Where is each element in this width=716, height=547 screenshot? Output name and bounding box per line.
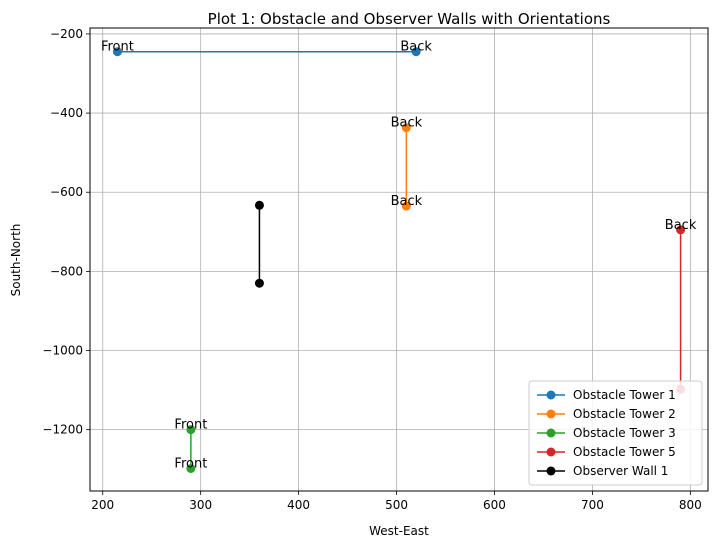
orientation-label: Front — [174, 456, 207, 471]
orientation-label: Back — [391, 194, 423, 209]
x-tick-label: 300 — [189, 498, 212, 512]
legend-label: Obstacle Tower 5 — [573, 445, 676, 459]
data-point — [112, 47, 122, 57]
orientation-label: Back — [665, 218, 697, 233]
data-point — [254, 278, 264, 288]
data-point — [411, 47, 421, 57]
y-tick-label: −600 — [50, 185, 83, 199]
y-tick-label: −400 — [50, 106, 83, 120]
series-group — [254, 200, 264, 288]
x-tick-label: 500 — [385, 498, 408, 512]
orientation-label: Front — [174, 418, 207, 433]
legend-box — [528, 380, 703, 486]
chart-title: Plot 1: Obstacle and Observer Walls with… — [208, 10, 611, 28]
data-point — [401, 123, 411, 133]
data-point — [676, 225, 686, 235]
legend-label: Obstacle Tower 3 — [573, 426, 676, 440]
x-axis-ticks: 200 300 400 500 600 700 800 — [91, 491, 702, 512]
y-tick-label: −1200 — [42, 423, 83, 437]
legend-label: Obstacle Tower 2 — [573, 407, 676, 421]
x-tick-label: 400 — [287, 498, 310, 512]
x-tick-label: 700 — [581, 498, 604, 512]
legend-swatch-marker — [546, 466, 556, 476]
legend-item: Obstacle Tower 1 — [537, 388, 676, 402]
legend-item: Obstacle Tower 3 — [537, 426, 676, 440]
data-point — [254, 200, 264, 210]
legend-swatch-marker — [546, 409, 556, 419]
legend-item: Observer Wall 1 — [537, 464, 668, 478]
orientation-label: Front — [101, 40, 134, 55]
legend-label: Obstacle Tower 1 — [573, 388, 676, 402]
x-tick-label: 800 — [679, 498, 702, 512]
legend-swatch-marker — [546, 428, 556, 438]
series-group — [112, 47, 421, 57]
x-tick-label: 600 — [483, 498, 506, 512]
legend-item: Obstacle Tower 2 — [537, 407, 676, 421]
series-group — [186, 425, 196, 473]
y-tick-label: −200 — [50, 27, 83, 41]
data-point — [186, 425, 196, 435]
orientation-label: Back — [400, 40, 432, 55]
legend: Obstacle Tower 1 Obstacle Tower 2 Obstacle… — [528, 380, 703, 486]
orientation-label: Back — [391, 116, 423, 131]
x-tick-label: 200 — [91, 498, 114, 512]
legend-label: Observer Wall 1 — [573, 464, 668, 478]
y-axis-ticks: −1200 −1000 −800 −600 −400 −200 — [42, 27, 90, 437]
legend-swatch-marker — [546, 390, 556, 400]
annotation-layer: Front Back Back Back Front Front Back — [101, 40, 697, 472]
y-tick-label: −1000 — [42, 344, 83, 358]
series-group — [401, 123, 411, 211]
plot-frame — [89, 27, 709, 492]
y-axis-label: South-North — [9, 224, 23, 297]
y-tick-label: −800 — [50, 264, 83, 278]
legend-item: Obstacle Tower 5 — [537, 445, 676, 459]
data-point — [401, 201, 411, 211]
data-point — [186, 463, 196, 473]
series-layer — [112, 47, 686, 473]
legend-swatch-marker — [546, 447, 556, 457]
x-axis-label: West-East — [369, 524, 429, 538]
